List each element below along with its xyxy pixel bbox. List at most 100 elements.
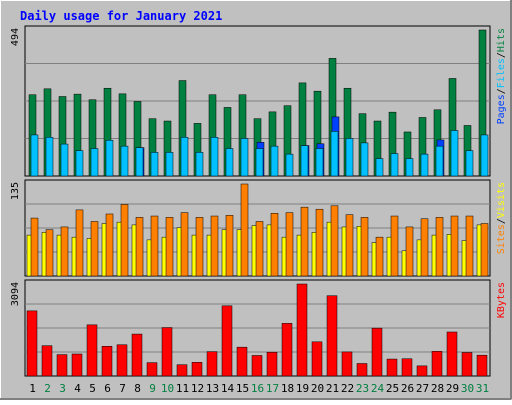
bar-files bbox=[225, 148, 234, 177]
bar-kbytes bbox=[341, 351, 353, 377]
bar-sites bbox=[90, 221, 99, 277]
bar-files bbox=[180, 137, 189, 177]
legend-pages: Pages bbox=[496, 94, 507, 124]
x-tick-label: 10 bbox=[161, 382, 174, 395]
x-tick-label: 21 bbox=[326, 382, 339, 395]
x-tick-label: 19 bbox=[296, 382, 309, 395]
legend-separator: / bbox=[496, 218, 507, 224]
bar-sites bbox=[315, 208, 324, 277]
x-tick-label: 13 bbox=[206, 382, 219, 395]
bar-sites bbox=[405, 226, 414, 277]
bar-sites bbox=[465, 215, 474, 277]
legend-files: Files bbox=[496, 58, 507, 88]
bar-files bbox=[90, 148, 99, 177]
bar-files bbox=[195, 152, 204, 177]
bar-files bbox=[150, 152, 159, 177]
bar-kbytes bbox=[386, 358, 398, 377]
bar-files bbox=[105, 139, 114, 177]
legend-separator: / bbox=[496, 88, 507, 94]
bar-sites bbox=[240, 183, 249, 277]
bar-sites bbox=[390, 215, 399, 277]
x-tick-label: 27 bbox=[416, 382, 429, 395]
bar-sites bbox=[300, 206, 309, 277]
bar-kbytes bbox=[176, 364, 188, 377]
x-tick-label: 1 bbox=[29, 382, 36, 395]
bar-sites bbox=[210, 215, 219, 277]
x-tick-label: 15 bbox=[236, 382, 249, 395]
chart-title: Daily usage for January 2021 bbox=[20, 9, 222, 23]
legend-hits: Hits bbox=[496, 28, 507, 52]
bar-sites bbox=[420, 218, 429, 277]
bar-sites bbox=[180, 212, 189, 277]
bar-sites bbox=[165, 217, 174, 277]
bar-sites bbox=[375, 236, 384, 277]
bar-kbytes bbox=[101, 346, 113, 377]
bar-sites bbox=[135, 217, 144, 277]
bar-sites bbox=[480, 223, 489, 277]
bar-sites bbox=[345, 214, 354, 277]
legend-separator: / bbox=[496, 52, 507, 58]
panel-legend: KBytes bbox=[496, 282, 507, 318]
bar-files bbox=[165, 152, 174, 177]
x-tick-label: 28 bbox=[431, 382, 444, 395]
bar-kbytes bbox=[221, 305, 233, 377]
panel-legend: Pages/Files/Hits bbox=[496, 28, 507, 124]
bar-kbytes bbox=[431, 351, 443, 377]
bar-sites bbox=[120, 204, 129, 277]
bar-kbytes bbox=[476, 354, 488, 377]
bar-kbytes bbox=[71, 353, 83, 377]
bar-files bbox=[210, 137, 219, 177]
bar-kbytes bbox=[41, 345, 53, 377]
panel-visits-sites: 135 Sites/Visits bbox=[10, 179, 507, 277]
bar-sites bbox=[150, 215, 159, 277]
bar-kbytes bbox=[446, 331, 458, 377]
legend-visits: Visits bbox=[496, 182, 507, 218]
bar-files bbox=[30, 134, 39, 177]
bar-files bbox=[360, 142, 369, 177]
y-max-label: 494 bbox=[10, 28, 21, 46]
x-axis-day-labels: 1 2 3 4 5 6 7 8 9 10 11 12 13 14 15 16 17 18 19 20 21 22 23 24 2… bbox=[29, 382, 489, 395]
panel-legend: Sites/Visits bbox=[496, 182, 507, 254]
bar-sites bbox=[225, 215, 234, 277]
bar-files bbox=[345, 138, 354, 177]
bar-files bbox=[375, 158, 384, 177]
bar-files bbox=[435, 145, 444, 177]
bar-kbytes bbox=[251, 355, 263, 377]
bar-files bbox=[420, 153, 429, 177]
x-tick-label: 31 bbox=[476, 382, 489, 395]
bar-files bbox=[135, 147, 144, 177]
bar-files bbox=[120, 145, 129, 177]
bar-files bbox=[75, 150, 84, 177]
bar-files bbox=[465, 150, 474, 177]
bar-sites bbox=[195, 217, 204, 277]
x-tick-label: 29 bbox=[446, 382, 459, 395]
panel-kbytes: 3094 KBytes bbox=[10, 279, 507, 377]
x-tick-label: 14 bbox=[221, 382, 235, 395]
x-tick-label: 25 bbox=[386, 382, 399, 395]
bar-files bbox=[45, 137, 54, 177]
legend-kbytes: KBytes bbox=[496, 282, 507, 318]
bar-sites bbox=[255, 221, 264, 277]
bar-kbytes bbox=[26, 310, 38, 377]
bar-files bbox=[255, 148, 264, 177]
bar-files bbox=[330, 131, 339, 177]
bar-sites bbox=[270, 213, 279, 277]
bar-files bbox=[300, 145, 309, 177]
bar-kbytes bbox=[116, 344, 128, 377]
bar-files bbox=[270, 145, 279, 177]
x-tick-label: 18 bbox=[281, 382, 294, 395]
x-tick-label: 8 bbox=[134, 382, 141, 395]
bar-sites bbox=[60, 226, 69, 277]
bar-files bbox=[405, 158, 414, 177]
bar-files bbox=[240, 138, 249, 177]
bar-kbytes bbox=[326, 295, 338, 377]
bar-kbytes bbox=[56, 354, 68, 377]
bar-sites bbox=[330, 205, 339, 277]
bar-files bbox=[285, 153, 294, 177]
bar-kbytes bbox=[401, 358, 413, 377]
bar-sites bbox=[75, 209, 84, 277]
y-max-label: 3094 bbox=[10, 282, 21, 306]
bar-kbytes bbox=[266, 351, 278, 377]
